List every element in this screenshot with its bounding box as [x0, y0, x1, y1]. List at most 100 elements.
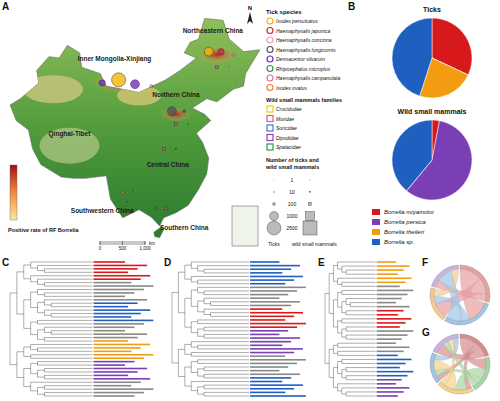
tree-tip-label — [94, 326, 135, 328]
tree-branch — [198, 368, 204, 369]
tree-branch — [44, 371, 92, 372]
size-row-label: Ticks — [268, 241, 280, 247]
pie — [392, 18, 472, 98]
mammal-site — [126, 201, 128, 203]
tree-branch — [333, 265, 337, 266]
region-label: Northeastern China — [183, 27, 244, 34]
tree-branch — [198, 345, 249, 346]
tree-branch — [44, 385, 92, 386]
tree-tip-label — [377, 310, 404, 312]
tree-tip-label — [377, 277, 412, 279]
tree-branch — [38, 387, 45, 388]
tree-branch — [185, 279, 191, 280]
tree-branch — [346, 314, 376, 315]
legend-item: Spalacidae — [276, 144, 301, 150]
tree-branch — [333, 353, 337, 354]
tree-branch — [191, 356, 249, 357]
tree-branch — [338, 373, 342, 374]
tree-branch — [51, 303, 92, 304]
tree-tip-label — [94, 306, 129, 308]
pie-slice — [392, 120, 432, 191]
legend-item: Haemaphysalis concinna — [276, 37, 332, 43]
legend-item: Rhipicephalus microplus — [276, 66, 331, 72]
tree-tip-label — [94, 344, 151, 346]
north-label: N — [248, 5, 252, 11]
tree-branch — [204, 298, 249, 299]
tree-tip-label — [250, 348, 303, 350]
tree-branch — [172, 292, 178, 293]
mammal-site — [228, 66, 230, 68]
tree-branch — [191, 372, 197, 373]
tree-branch — [38, 312, 45, 313]
tree-branch — [191, 361, 197, 362]
panel-letter: F — [422, 257, 428, 268]
mammal-site — [175, 122, 178, 125]
tree-branch — [10, 292, 17, 293]
tree-branch — [191, 332, 197, 333]
tree-branch — [38, 279, 93, 280]
tree-branch — [204, 294, 249, 295]
panel-letter: B — [348, 1, 355, 12]
mammal-site — [175, 148, 177, 150]
tree-tip-label — [377, 298, 402, 300]
tree-branch — [24, 265, 31, 266]
tree-branch — [346, 270, 376, 271]
tree-branch — [38, 394, 45, 395]
tree-branch — [204, 334, 249, 335]
region-label: Southern China — [160, 224, 209, 231]
tree-branch — [31, 307, 38, 308]
tree-branch — [44, 368, 92, 369]
legend-symbol — [267, 28, 273, 34]
size-legend-label: 1 — [291, 177, 294, 183]
tree-branch — [44, 299, 92, 300]
tree-tip-label — [94, 278, 141, 280]
tree-branch — [204, 309, 249, 310]
tree-tip-label — [250, 337, 300, 339]
tree-tip-label — [377, 359, 412, 361]
tree-tip-label — [94, 320, 154, 322]
tree-branch — [51, 330, 92, 331]
tree-branch — [329, 377, 333, 378]
tree-branch — [51, 334, 92, 335]
panel-letter: G — [422, 327, 430, 338]
tree-tip-label — [94, 351, 132, 353]
tree-branch — [342, 318, 376, 319]
north-arrow — [247, 12, 253, 24]
phylogenetic-tree — [325, 261, 413, 397]
tree-tip-label — [250, 381, 282, 383]
tree-branch — [198, 386, 204, 387]
tree-branch — [24, 356, 31, 357]
tree-branch — [204, 370, 249, 371]
tree-tip-label — [94, 347, 141, 349]
legend-title: Tick species — [266, 9, 302, 15]
tree-branch — [325, 363, 329, 364]
size-legend-circle — [267, 221, 281, 235]
scale-bar: 05001,000km — [99, 241, 156, 251]
tick-site — [204, 47, 213, 56]
chord-diagram — [430, 334, 490, 394]
tree-branch — [38, 347, 93, 348]
tree-tip-label — [94, 296, 126, 298]
tree-tip-label — [94, 340, 129, 342]
size-legend-square — [309, 191, 311, 193]
tree-branch — [38, 265, 93, 266]
scale-unit: km — [149, 241, 155, 246]
tree-branch — [204, 272, 249, 273]
tree-branch — [346, 310, 376, 311]
size-legend-label: 1000 — [286, 213, 297, 219]
tree-branch — [342, 369, 346, 370]
tree-branch — [333, 367, 337, 368]
legend-item: Dipodidae — [276, 135, 299, 141]
tree-tip-label — [250, 297, 279, 299]
tree-branch — [185, 344, 191, 345]
tree-branch — [191, 290, 197, 291]
tree-branch — [198, 300, 204, 301]
tree-tip-label — [250, 261, 279, 263]
tree-tip-label — [94, 302, 138, 304]
tree-branch — [338, 355, 376, 356]
tree-branch — [350, 302, 375, 303]
tree-tip-label — [250, 301, 300, 303]
size-legend-square — [309, 179, 310, 180]
tree-branch — [346, 274, 376, 275]
tree-tip-label — [94, 333, 148, 335]
